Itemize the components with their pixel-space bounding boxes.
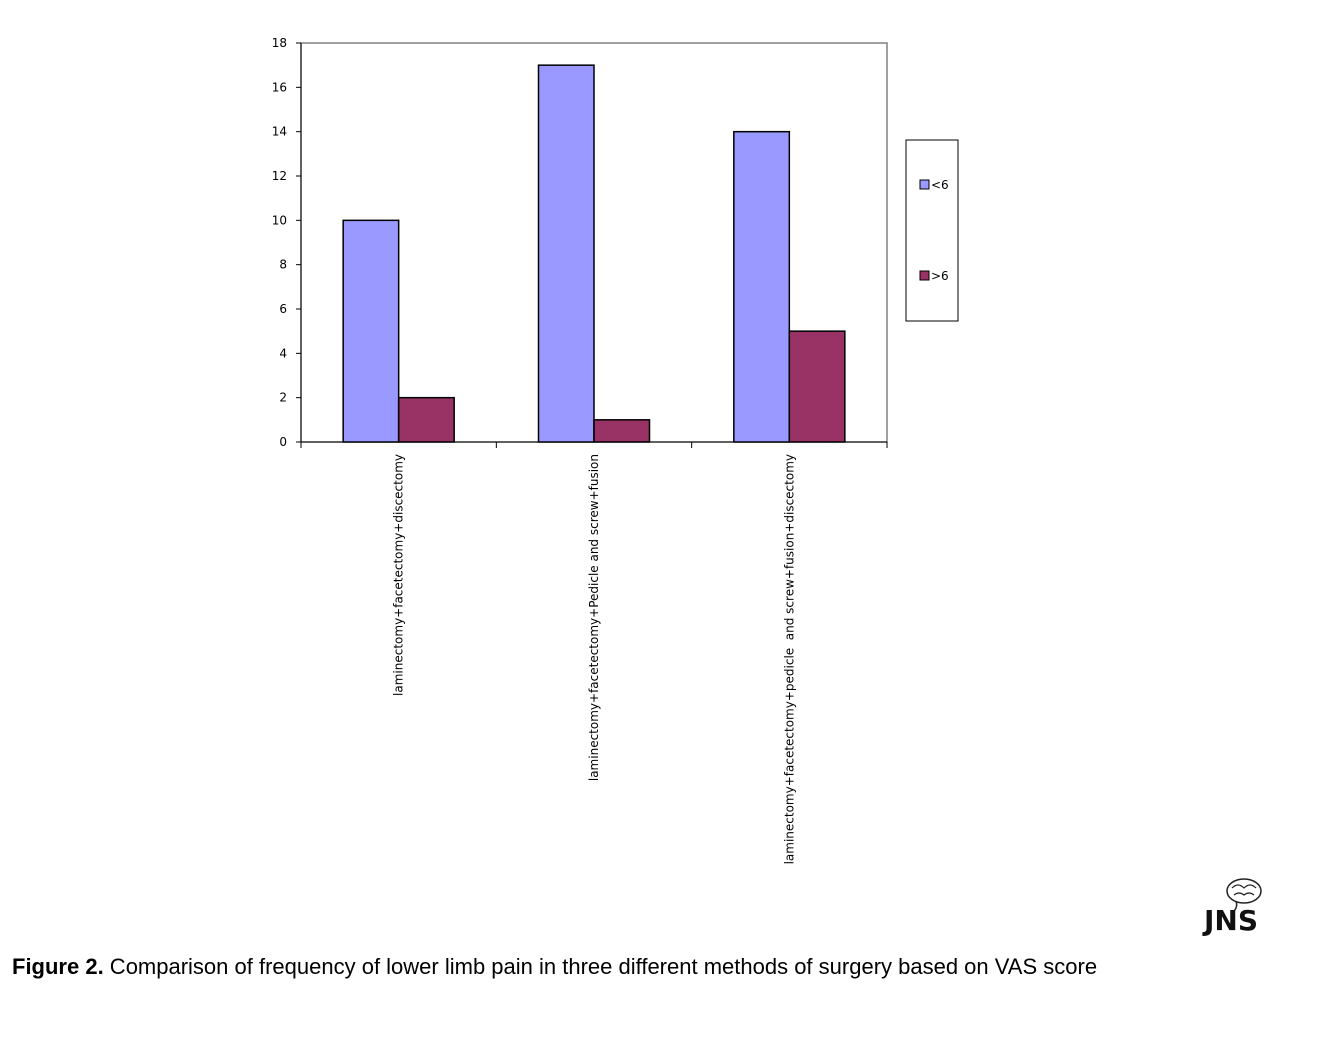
jns-logo: JNS (1202, 878, 1262, 936)
y-tick-label: 6 (279, 302, 287, 316)
y-tick-label: 12 (272, 169, 287, 183)
legend-swatch (919, 179, 930, 190)
bar (593, 419, 651, 443)
brain-icon (1226, 878, 1262, 912)
legend-label: <6 (931, 178, 949, 192)
caption-text: Comparison of frequency of lower limb pa… (103, 954, 1098, 979)
x-category-label: laminectomy+facetectomy+discectomy (392, 454, 406, 696)
x-axis: laminectomy+facetectomy+discectomy lamine… (300, 441, 888, 864)
legend: <6 >6 (905, 139, 959, 322)
x-category-label: laminectomy+facetectomy+pedicle and scre… (782, 454, 796, 864)
bar (788, 330, 846, 443)
y-tick-label: 18 (272, 36, 287, 50)
x-category-label: laminectomy+facetectomy+Pedicle and scre… (587, 454, 601, 781)
legend-swatch (919, 270, 930, 281)
y-tick-label: 10 (272, 213, 287, 227)
bar (733, 130, 791, 443)
legend-box (905, 139, 959, 322)
legend-label: >6 (931, 269, 949, 283)
y-axis: 0 2 4 6 8 10 12 14 16 18 (272, 36, 302, 449)
y-tick-label: 0 (279, 435, 287, 449)
bar (342, 219, 400, 443)
bar-chart: 0 2 4 6 8 10 12 14 16 18 laminectomy+facetectomy+… (272, 36, 959, 864)
logo-text: JNS (1202, 904, 1258, 936)
y-tick-label: 8 (279, 258, 287, 272)
y-tick-label: 16 (272, 80, 287, 94)
y-tick-label: 2 (279, 391, 287, 405)
caption-label: Figure 2. (12, 954, 104, 979)
bar (537, 64, 595, 443)
figure-caption: Figure 2. Comparison of frequency of low… (12, 954, 1097, 980)
y-tick-label: 14 (272, 125, 287, 139)
bars (342, 64, 846, 443)
bar (397, 396, 455, 443)
y-tick-label: 4 (279, 346, 287, 360)
